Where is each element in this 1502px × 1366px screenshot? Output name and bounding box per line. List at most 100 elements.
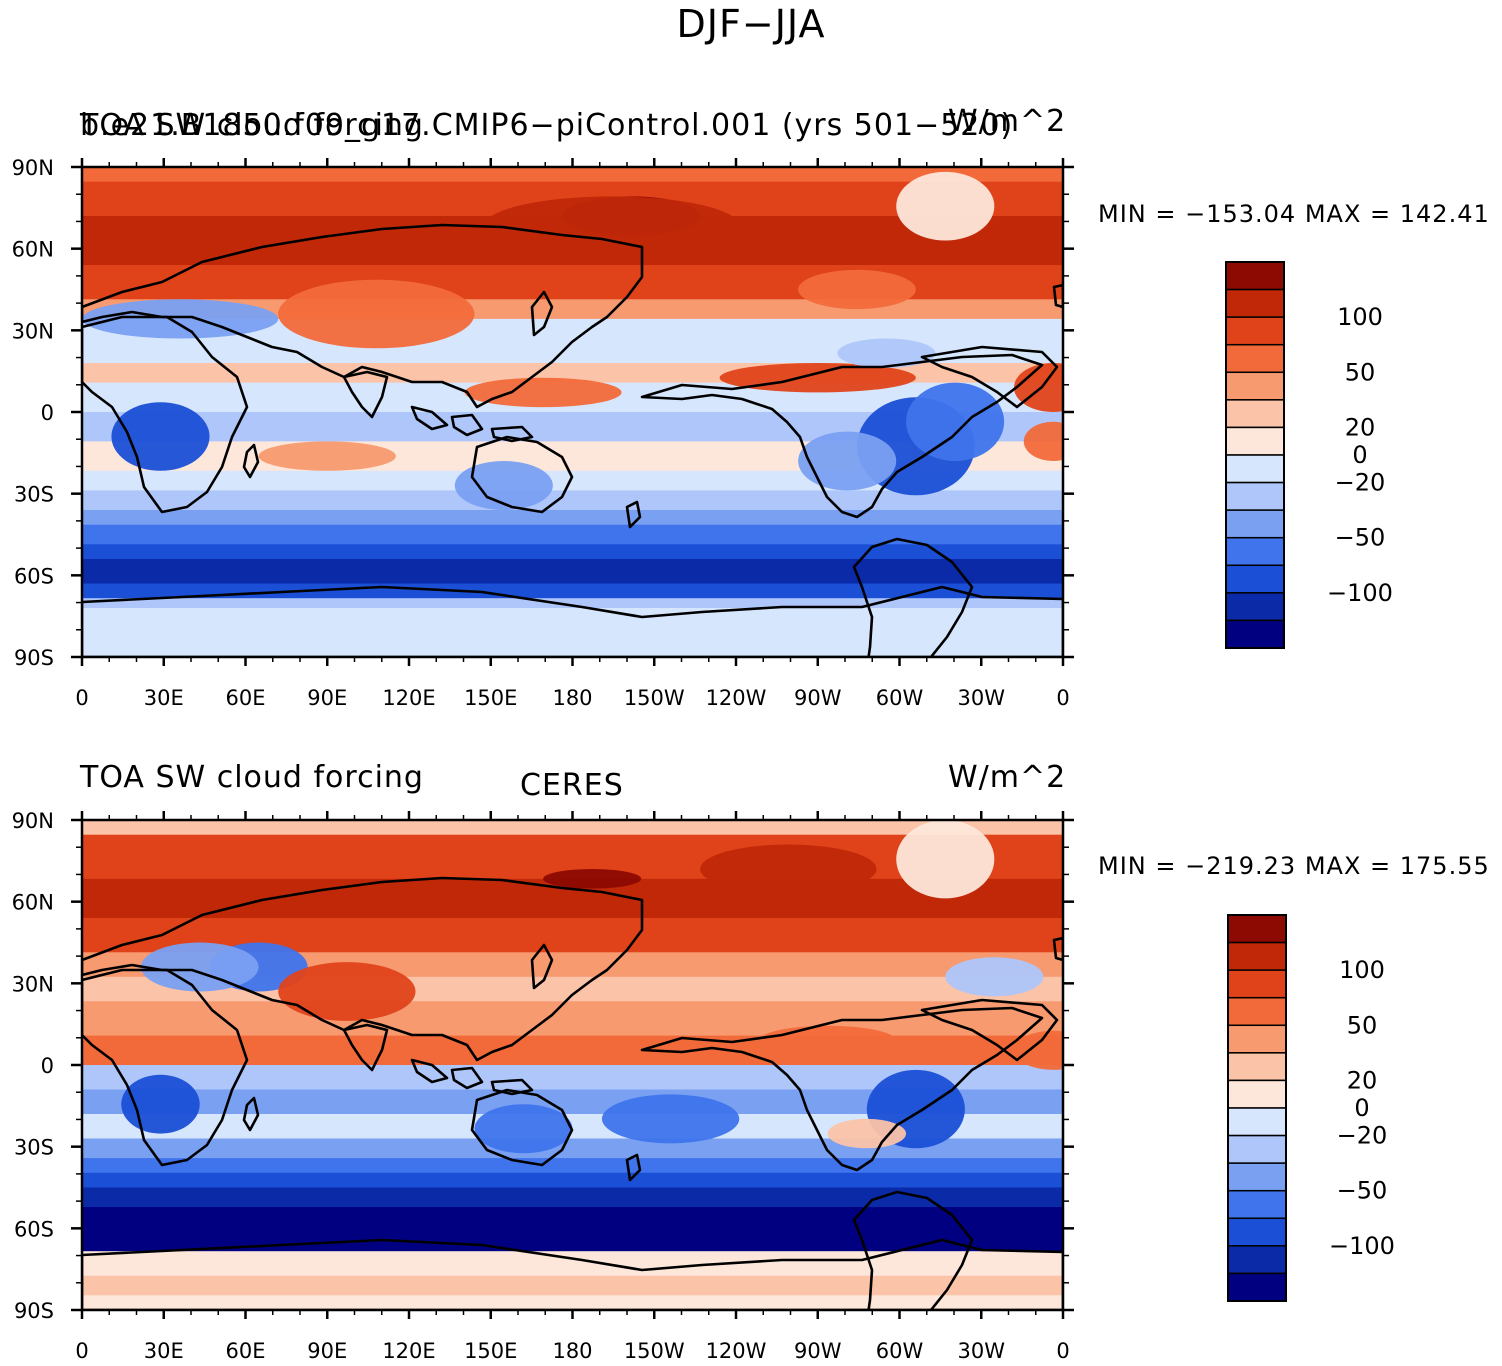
panel1-field	[82, 167, 1063, 657]
panel1-blob-16	[837, 338, 936, 368]
panel1-ytick-label-2: 30N	[12, 319, 54, 343]
cb1-swatch-3	[1225, 343, 1285, 374]
panel1-blob-12	[1023, 421, 1063, 461]
cb1-swatch-12	[1225, 592, 1285, 622]
panel2-band-11	[82, 1138, 1063, 1160]
panel2-xtick-label-12: 0	[1056, 1339, 1069, 1363]
panel1-left-title: TOA SW cloud forcing	[80, 108, 424, 143]
panel2-xtick-label-5: 150E	[464, 1339, 517, 1363]
panel2-xtick-label-4: 120E	[382, 1339, 435, 1363]
panel2-blob-12	[945, 957, 1044, 997]
panel1-xtick-label-7: 150W	[624, 686, 685, 710]
cb1-frame	[1225, 261, 1285, 649]
panel2-blob-11	[827, 1118, 907, 1149]
panel1-band-14	[82, 544, 1063, 560]
panel1-ytick-label-1: 60N	[12, 238, 54, 262]
cb2-swatch-12	[1227, 1245, 1287, 1275]
panel1-blob-3	[278, 279, 475, 349]
panel1-blob-7	[258, 441, 396, 471]
cb2-swatch-5	[1227, 1052, 1287, 1082]
cb2-swatch-13	[1227, 1272, 1287, 1302]
panel2-band-7	[82, 1035, 1063, 1066]
panel2-xtick-label-2: 60E	[226, 1339, 266, 1363]
panel2-blob-1	[700, 844, 877, 894]
cb1-label-2: 20	[1345, 413, 1376, 441]
panel1-blob-6	[906, 382, 1005, 461]
panel2-blob-8	[758, 1025, 897, 1056]
cb2-label-4: −20	[1337, 1122, 1388, 1150]
panel1-blob-11	[798, 431, 897, 491]
cb1-swatch-1	[1225, 288, 1285, 318]
cb2-swatch-4	[1227, 1024, 1287, 1054]
cb1-label-4: −20	[1335, 469, 1386, 497]
cb2-swatch-9	[1227, 1162, 1287, 1192]
panel1-xtick-label-9: 90W	[794, 686, 842, 710]
panel1-ytick-label-4: 30S	[14, 483, 54, 507]
panel1-blob-2	[896, 171, 995, 241]
panel1-band-18	[82, 608, 1063, 657]
panel2-ytick-label-5: 60S	[14, 1217, 54, 1241]
panel1-xtick-label-6: 180	[552, 686, 592, 710]
cb1-swatch-10	[1225, 536, 1285, 567]
cb1-swatch-11	[1225, 564, 1285, 594]
panel1-band-11	[82, 490, 1063, 511]
cb1-label-5: −50	[1335, 524, 1386, 552]
panel1-ytick-label-3: 0	[41, 401, 54, 425]
panel2-blob-4	[140, 942, 259, 992]
cb2-swatch-0	[1227, 914, 1287, 944]
panel2-band-18	[82, 1295, 1063, 1310]
panel1-model-name: b.e21.B1850.f09_g17.CMIP6−piControl.001 …	[80, 108, 1014, 143]
cb1-swatch-13	[1225, 619, 1285, 649]
cb2-label-3: 0	[1354, 1094, 1369, 1122]
panel2-xtick-label-7: 150W	[624, 1339, 685, 1363]
panel1-xtick-label-2: 60E	[226, 686, 266, 710]
cb2-label-1: 50	[1347, 1011, 1378, 1039]
panel2-center-title: CERES	[520, 768, 624, 803]
panel2-xtick-label-10: 60W	[876, 1339, 924, 1363]
panel2-xtick-label-8: 120W	[706, 1339, 767, 1363]
panel1-xtick-label-0: 0	[75, 686, 88, 710]
panel2-band-0	[82, 820, 1063, 836]
panel1-xtick-label-5: 150E	[464, 686, 517, 710]
panel1-blob-1	[484, 196, 740, 256]
panel1-xtick-label-8: 120W	[706, 686, 767, 710]
panel2-left-title: TOA SW cloud forcing	[80, 760, 424, 795]
panel2-blob-13	[1013, 1030, 1063, 1070]
panel2-ytick-label-6: 90S	[14, 1299, 54, 1323]
panel1-colorbar: 100 50 200−20 −50 −100	[1225, 261, 1393, 649]
cb2-swatch-10	[1227, 1189, 1287, 1220]
panel1-band-17	[82, 598, 1063, 609]
panel1-band-16	[82, 583, 1063, 600]
panel2-blob-2	[896, 820, 995, 899]
cb1-label-3: 0	[1352, 441, 1367, 469]
panel1-band-12	[82, 510, 1063, 526]
cb2-swatch-3	[1227, 996, 1287, 1027]
panel2-band-14	[82, 1187, 1063, 1209]
panel1-ytick-label-0: 90N	[12, 156, 54, 180]
cb1-label-1: 50	[1345, 358, 1376, 386]
panel2-blob-9	[601, 1094, 740, 1144]
cb1-label-6: −100	[1327, 579, 1393, 607]
panel1-map: 0 30E 60E 90E 120E 150E 180 150W 120W 90W 60W 30W 09…	[12, 156, 1074, 710]
cb1-swatch-2	[1225, 316, 1285, 346]
panel2-xtick-label-9: 90W	[794, 1339, 842, 1363]
panel1-ytick-label-6: 90S	[14, 646, 54, 670]
panel1-blob-4	[111, 402, 210, 471]
cb2-label-6: −100	[1329, 1232, 1395, 1260]
panel2-ytick-label-3: 0	[41, 1054, 54, 1078]
panel2-blob-10	[474, 1104, 573, 1154]
panel2-ytick-label-2: 30N	[12, 972, 54, 996]
panel2-xtick-label-6: 180	[552, 1339, 592, 1363]
panel1-ytick-label-5: 60S	[14, 564, 54, 588]
panel2-band-13	[82, 1172, 1063, 1189]
cb1-swatch-0	[1225, 261, 1285, 291]
panel1-units: W/m^2	[948, 104, 1067, 139]
panel2-xtick-label-1: 30E	[144, 1339, 184, 1363]
panel2-minmax: MIN = −219.23 MAX = 175.55	[1098, 852, 1490, 880]
panel2-units: W/m^2	[948, 760, 1067, 795]
cb1-swatch-9	[1225, 509, 1285, 539]
panel1-xtick-label-10: 60W	[876, 686, 924, 710]
panel1-band-3	[82, 265, 1063, 301]
panel2-map: 0 30E 60E 90E 120E 150E 180 150W 120W 90W 60W 30W 09…	[12, 809, 1074, 1363]
